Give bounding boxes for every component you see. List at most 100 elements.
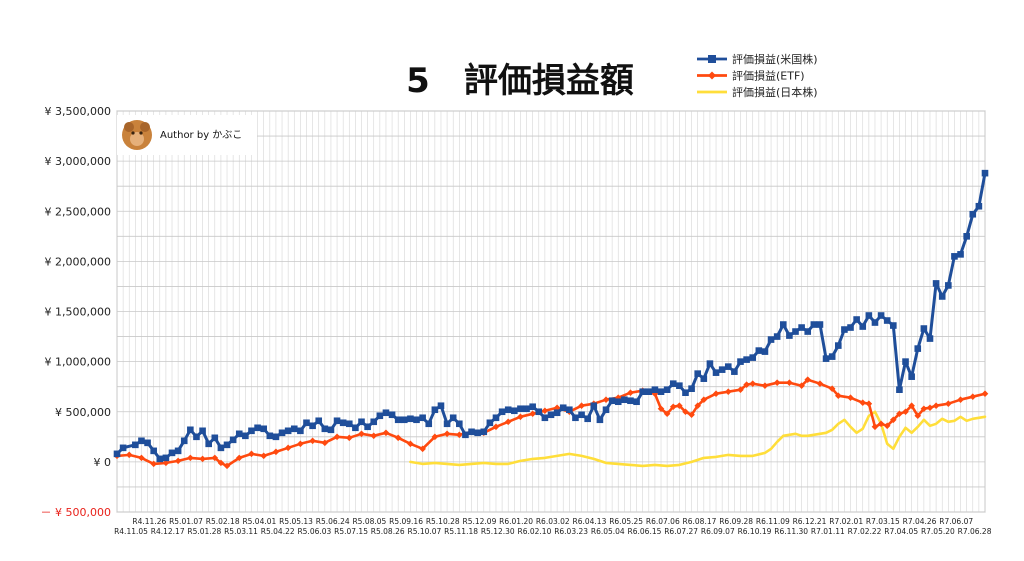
x-tick-label: R5.06.03 — [297, 527, 331, 536]
y-tick-label: ¥ 1,000,000 — [45, 356, 111, 369]
data-point — [260, 452, 268, 460]
data-point — [786, 332, 793, 339]
data-point — [388, 411, 396, 419]
data-point — [834, 342, 842, 349]
data-point — [865, 400, 873, 408]
data-point — [529, 410, 536, 418]
data-point — [896, 386, 903, 393]
data-point — [529, 403, 536, 411]
data-point — [694, 370, 702, 377]
data-point — [804, 376, 812, 383]
x-tick-label: R5.04.01 — [242, 517, 276, 526]
x-tick-label: R7.05.20 — [921, 527, 955, 536]
series-0 — [113, 169, 989, 463]
data-point — [168, 449, 176, 457]
data-point — [413, 416, 420, 424]
data-point — [223, 462, 231, 470]
data-point — [969, 393, 977, 401]
data-point — [676, 402, 683, 410]
data-point — [834, 392, 842, 400]
data-point — [786, 379, 793, 386]
data-point — [223, 441, 231, 449]
data-point — [877, 420, 885, 428]
data-point — [926, 335, 934, 342]
x-tick-label: R7.04.26 — [903, 517, 937, 526]
data-point — [150, 460, 157, 468]
data-point — [743, 381, 750, 388]
x-tick-label: R5.01.07 — [169, 517, 203, 526]
data-point — [682, 389, 689, 397]
data-point — [443, 420, 451, 428]
data-point — [382, 409, 390, 417]
x-tick-label: R5.09.16 — [389, 517, 423, 526]
data-point — [859, 399, 867, 407]
data-point — [724, 363, 732, 370]
data-point — [932, 280, 940, 287]
legend-marker — [708, 71, 716, 80]
x-tick-label: R7.01.11 — [811, 527, 845, 536]
data-point — [235, 454, 243, 462]
data-point — [358, 430, 365, 438]
x-tick-label: R6.06.15 — [628, 527, 662, 536]
data-point — [688, 385, 695, 392]
x-tick-label: R5.10.07 — [407, 527, 441, 536]
x-tick-label: R4.12.17 — [151, 527, 185, 536]
data-point — [419, 445, 426, 453]
x-tick-label: R6.12.21 — [793, 517, 827, 526]
data-point — [333, 433, 341, 441]
data-point — [731, 368, 738, 375]
data-point — [822, 355, 830, 362]
data-point — [504, 406, 512, 414]
data-point — [798, 324, 805, 331]
data-point — [914, 412, 922, 420]
data-point — [382, 429, 390, 437]
data-point — [205, 440, 212, 448]
data-point — [284, 427, 292, 435]
data-point — [260, 425, 268, 433]
axes: ¥ 3,500,000 ¥ 3,000,000 ¥ 2,500,000 ¥ 2,000… — [41, 105, 992, 536]
data-point — [138, 437, 145, 445]
data-point — [553, 409, 561, 417]
data-point — [957, 251, 964, 258]
data-point — [486, 419, 494, 427]
author-avatar — [122, 120, 152, 150]
data-point — [724, 388, 732, 395]
data-point — [541, 407, 549, 415]
x-tick-label: R5.06.24 — [316, 517, 350, 526]
data-point — [187, 426, 194, 434]
x-tick-label: R6.03.23 — [554, 527, 588, 536]
data-point — [309, 437, 316, 445]
legend-label: 評価損益(日本株) — [732, 85, 818, 99]
data-point — [468, 428, 475, 436]
data-point — [492, 414, 500, 422]
data-point — [816, 321, 824, 328]
x-tick-label: R5.05.13 — [279, 517, 313, 526]
x-tick-label: R6.07.06 — [646, 517, 680, 526]
x-tick-label: R7.03.15 — [866, 517, 900, 526]
data-point — [272, 448, 280, 456]
data-point — [706, 360, 714, 367]
data-point — [309, 422, 316, 430]
data-point — [211, 434, 219, 442]
data-point — [156, 455, 164, 463]
y-tick-label: ¥ 500,000 — [55, 406, 111, 419]
data-point — [394, 434, 402, 442]
x-tick-label: R5.08.05 — [352, 517, 386, 526]
data-point — [119, 444, 127, 452]
data-point — [645, 388, 653, 395]
y-tick-label: ¥ 0 — [94, 456, 112, 469]
data-point — [211, 454, 219, 462]
x-tick-label: R6.08.17 — [683, 517, 717, 526]
data-point — [657, 405, 665, 413]
data-point — [150, 447, 157, 455]
data-point — [578, 411, 585, 419]
data-point — [798, 382, 805, 389]
x-tick-label: R5.07.15 — [334, 527, 368, 536]
legend-label: 評価損益(ETF) — [732, 69, 805, 83]
x-tick-label: R6.11.30 — [774, 527, 808, 536]
data-point — [352, 424, 359, 432]
data-point — [345, 434, 353, 442]
x-tick-label: R5.01.28 — [187, 527, 221, 536]
series-layer — [113, 169, 989, 470]
data-point — [621, 396, 628, 404]
